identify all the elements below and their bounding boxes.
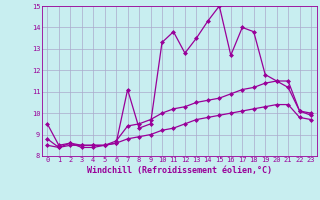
X-axis label: Windchill (Refroidissement éolien,°C): Windchill (Refroidissement éolien,°C)	[87, 166, 272, 175]
